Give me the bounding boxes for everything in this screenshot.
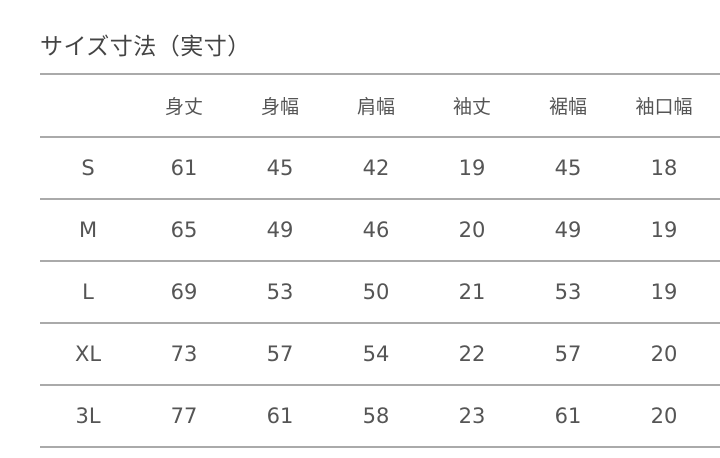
table-header-row: 身丈 身幅 肩幅 袖丈 裾幅 袖口幅 — [40, 73, 720, 136]
table-cell: 50 — [362, 280, 390, 304]
table-cell: 20 — [458, 218, 486, 242]
table-cell: 53 — [554, 280, 582, 304]
table-cell: 58 — [362, 404, 390, 428]
table-cell: 53 — [266, 280, 294, 304]
table-cell: 49 — [554, 218, 582, 242]
table-cell: 49 — [266, 218, 294, 242]
table-cell: 20 — [650, 404, 678, 428]
table-cell: 57 — [266, 342, 294, 366]
size-label: L — [82, 280, 94, 304]
size-label: S — [81, 156, 95, 180]
size-label: M — [78, 218, 98, 242]
table-cell: 45 — [554, 156, 582, 180]
table-cell: 18 — [650, 156, 678, 180]
column-header: 裾幅 — [548, 96, 587, 118]
column-header: 肩幅 — [356, 96, 395, 118]
size-label: XL — [74, 342, 102, 366]
table-cell: 22 — [458, 342, 486, 366]
table-cell: 23 — [458, 404, 486, 428]
table-cell: 19 — [650, 280, 678, 304]
column-header: 袖口幅 — [635, 96, 693, 118]
table-cell: 45 — [266, 156, 294, 180]
table-cell: 65 — [170, 218, 198, 242]
table-row: 3L 77 61 58 23 61 20 — [40, 384, 720, 448]
table-row: XL 73 57 54 22 57 20 — [40, 322, 720, 384]
column-header: 袖丈 — [452, 96, 491, 118]
table-cell: 19 — [458, 156, 486, 180]
table-row: M 65 49 46 20 49 19 — [40, 198, 720, 260]
table-row: L 69 53 50 21 53 19 — [40, 260, 720, 322]
table-cell: 19 — [650, 218, 678, 242]
table-cell: 73 — [170, 342, 198, 366]
table-cell: 42 — [362, 156, 390, 180]
table-cell: 69 — [170, 280, 198, 304]
table-cell: 20 — [650, 342, 678, 366]
column-header: 身丈 — [164, 96, 203, 118]
table-cell: 77 — [170, 404, 198, 428]
table-cell: 46 — [362, 218, 390, 242]
table-cell: 61 — [170, 156, 198, 180]
page-title: サイズ寸法（実寸） — [40, 34, 251, 60]
size-table: 身丈 身幅 肩幅 袖丈 裾幅 袖口幅 S 61 45 42 19 45 18 M 65 49 46 20 49 19 L… — [40, 73, 720, 448]
table-row: S 61 45 42 19 45 18 — [40, 136, 720, 198]
table-cell: 21 — [458, 280, 486, 304]
table-cell: 57 — [554, 342, 582, 366]
table-cell: 61 — [266, 404, 294, 428]
column-header: 身幅 — [260, 96, 299, 118]
table-cell: 54 — [362, 342, 390, 366]
table-cell: 61 — [554, 404, 582, 428]
size-label: 3L — [75, 404, 101, 428]
